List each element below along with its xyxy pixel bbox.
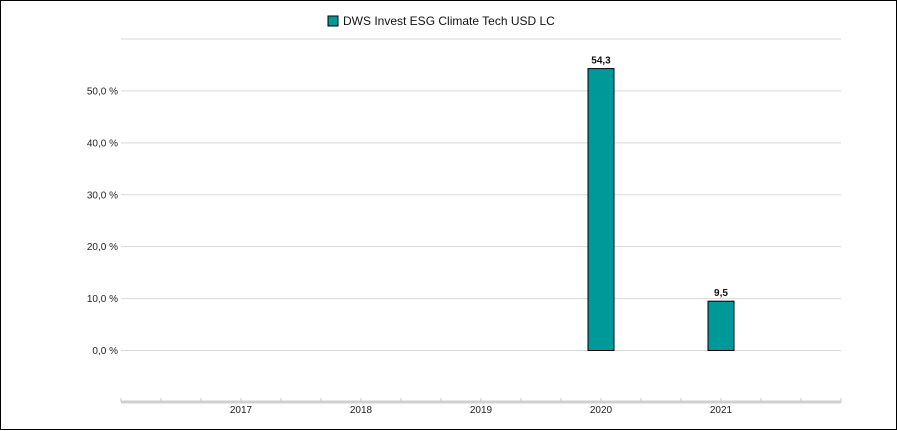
gridlines <box>121 38 841 351</box>
y-tick-label: 50,0 % <box>87 86 118 97</box>
x-tick-label: 2018 <box>350 405 373 416</box>
data-label-2021: 9,5 <box>714 288 728 299</box>
legend-swatch <box>327 15 339 27</box>
data-label-2020: 54,3 <box>591 56 611 67</box>
x-tick-label: 2017 <box>230 405 253 416</box>
y-axis-ticks: 0,0 % 10,0 % 20,0 % 30,0 % 40,0 % 50,0 % <box>87 86 118 357</box>
x-tick-label: 2021 <box>710 405 733 416</box>
x-axis: 2017 2018 2019 2020 2021 <box>120 398 842 416</box>
x-tick-label: 2020 <box>590 405 613 416</box>
y-tick-label: 10,0 % <box>87 294 118 305</box>
y-tick-label: 40,0 % <box>87 138 118 149</box>
bars <box>587 68 735 352</box>
bar-2020 <box>587 68 615 351</box>
legend-label: DWS Invest ESG Climate Tech USD LC <box>343 14 555 28</box>
bar-2021 <box>707 300 735 352</box>
data-labels: 54,3 9,5 <box>591 56 728 300</box>
y-tick-label: 0,0 % <box>92 346 118 357</box>
x-tick-label: 2019 <box>470 405 493 416</box>
y-tick-label: 20,0 % <box>87 242 118 253</box>
y-tick-label: 30,0 % <box>87 190 118 201</box>
legend: DWS Invest ESG Climate Tech USD LC <box>327 14 555 28</box>
